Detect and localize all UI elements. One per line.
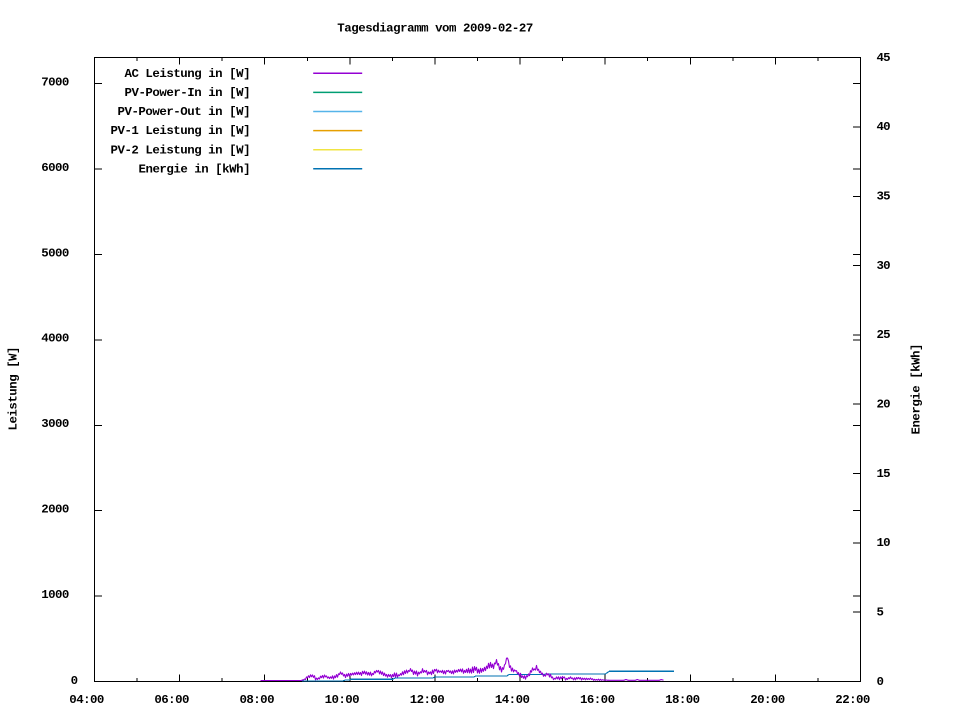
- svg-text:Energie [kWh]: Energie [kWh]: [910, 344, 924, 435]
- svg-text:12:00: 12:00: [410, 693, 445, 707]
- svg-text:Energie in [kWh]: Energie in [kWh]: [139, 162, 251, 176]
- svg-text:1000: 1000: [41, 588, 69, 602]
- svg-text:PV-Power-In in [W]: PV-Power-In in [W]: [125, 86, 251, 100]
- svg-text:3000: 3000: [41, 417, 69, 431]
- svg-text:04:00: 04:00: [69, 693, 104, 707]
- svg-text:0: 0: [71, 674, 78, 688]
- svg-text:7000: 7000: [41, 76, 69, 90]
- svg-text:08:00: 08:00: [240, 693, 275, 707]
- svg-text:06:00: 06:00: [154, 693, 189, 707]
- svg-text:20: 20: [877, 398, 891, 412]
- svg-text:30: 30: [877, 259, 891, 273]
- svg-text:18:00: 18:00: [665, 693, 700, 707]
- svg-text:45: 45: [877, 51, 891, 65]
- svg-text:14:00: 14:00: [495, 693, 530, 707]
- svg-text:40: 40: [877, 120, 891, 134]
- svg-text:Leistung [W]: Leistung [W]: [7, 347, 21, 431]
- svg-text:PV-1 Leistung in [W]: PV-1 Leistung in [W]: [111, 124, 251, 138]
- svg-text:15: 15: [877, 467, 891, 481]
- svg-text:2000: 2000: [41, 503, 69, 517]
- svg-text:5: 5: [877, 606, 884, 620]
- svg-text:35: 35: [877, 190, 891, 204]
- svg-text:6000: 6000: [41, 161, 69, 175]
- svg-text:25: 25: [877, 328, 891, 342]
- svg-text:AC Leistung in [W]: AC Leistung in [W]: [125, 67, 251, 81]
- svg-text:10: 10: [877, 536, 891, 550]
- svg-text:22:00: 22:00: [835, 693, 870, 707]
- svg-text:PV-2 Leistung in [W]: PV-2 Leistung in [W]: [111, 143, 251, 157]
- svg-text:10:00: 10:00: [325, 693, 360, 707]
- svg-text:Tagesdiagramm vom 2009-02-27: Tagesdiagramm vom 2009-02-27: [337, 22, 533, 36]
- svg-text:PV-Power-Out in [W]: PV-Power-Out in [W]: [118, 105, 251, 119]
- svg-text:5000: 5000: [41, 246, 69, 260]
- svg-text:0: 0: [877, 675, 884, 689]
- svg-text:20:00: 20:00: [750, 693, 785, 707]
- svg-text:16:00: 16:00: [580, 693, 615, 707]
- svg-text:4000: 4000: [41, 332, 69, 346]
